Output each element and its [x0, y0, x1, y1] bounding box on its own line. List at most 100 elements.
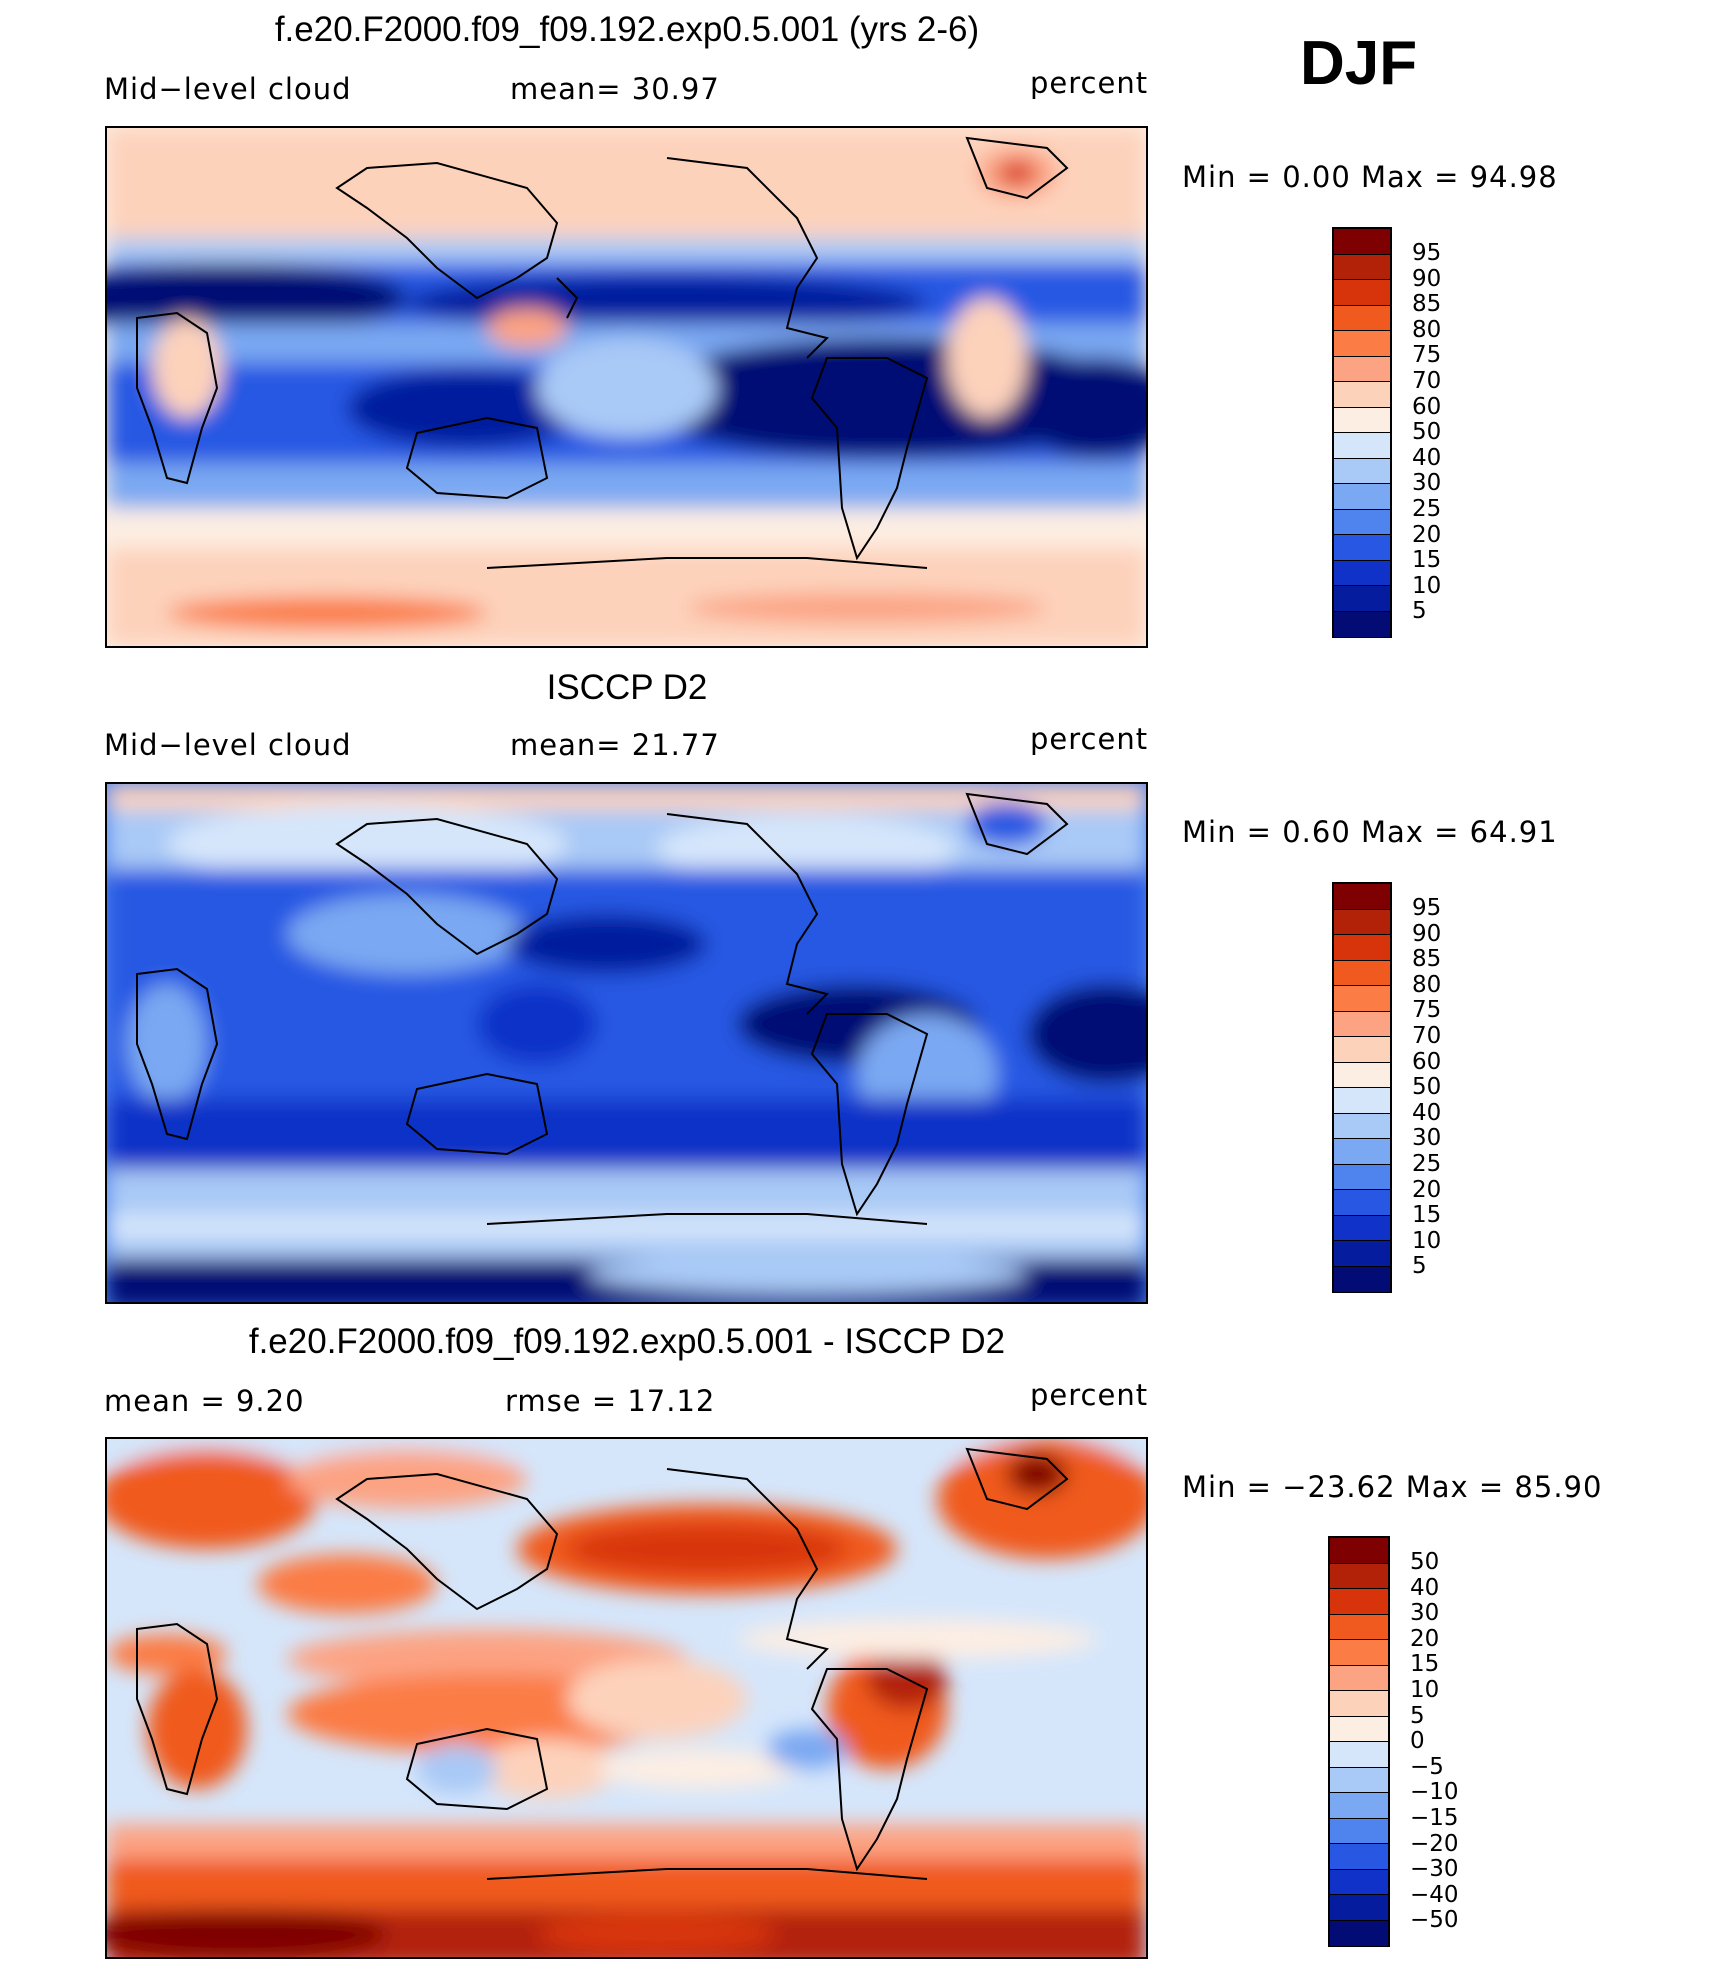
panel3-colorbar-tick: 40: [1410, 1575, 1440, 1601]
panel1-colorbar-box: [1334, 484, 1390, 510]
panel3-colorbar-tick: 0: [1410, 1728, 1425, 1754]
panel2-colorbar-tick: 90: [1412, 921, 1442, 947]
panel1-colorbar-tick: 40: [1412, 445, 1442, 471]
panel2-colorbar-box: [1334, 1011, 1390, 1037]
panel2-colorbar-box: [1334, 1088, 1390, 1114]
panel2-colorbar-box: [1334, 986, 1390, 1012]
panel2-colorbar-box: [1334, 1062, 1390, 1088]
panel1-units-label: percent: [1030, 66, 1149, 100]
panel3-colorbar-box: [1330, 1614, 1388, 1640]
panel3-colorbar: [1328, 1536, 1390, 1947]
panel3-colorbar-box: [1330, 1589, 1388, 1615]
panel1-title: f.e20.F2000.f09_f09.192.exp0.5.001 (yrs …: [274, 10, 980, 49]
panel2-colorbar-box: [1334, 1113, 1390, 1139]
panel2-colorbar-tick: 50: [1412, 1074, 1442, 1100]
panel3-colorbar-box: [1330, 1844, 1388, 1870]
panel2-title: ISCCP D2: [546, 668, 708, 707]
panel2-colorbar-tick: 25: [1412, 1151, 1442, 1177]
panel2-map: [105, 782, 1148, 1304]
panel1-colorbar-box: [1334, 458, 1390, 484]
panel3-colorbar-tick: −40: [1410, 1882, 1459, 1908]
panel3-colorbar-tick: 50: [1410, 1549, 1440, 1575]
panel2-colorbar-tick: 80: [1412, 972, 1442, 998]
panel2-colorbar-box: [1334, 1241, 1390, 1267]
panel1-map: [105, 126, 1148, 648]
panel1-colorbar-box: [1334, 382, 1390, 408]
panel1-colorbar-box: [1334, 331, 1390, 357]
panel1-colorbar-box: [1334, 560, 1390, 586]
panel1-colorbar-tick: 75: [1412, 342, 1442, 368]
panel2-minmax-label: Min = 0.60 Max = 64.91: [1182, 815, 1558, 849]
panel1-colorbar-box: [1334, 509, 1390, 535]
panel2-colorbar-tick: 5: [1412, 1253, 1427, 1279]
panel3-colorbar-box: [1330, 1818, 1388, 1844]
panel2-colorbar-tick: 30: [1412, 1125, 1442, 1151]
panel3-colorbar-box: [1330, 1869, 1388, 1895]
panel2-colorbar-box: [1334, 884, 1390, 910]
panel3-colorbar-tick: 15: [1410, 1651, 1440, 1677]
panel3-colorbar-tick: −30: [1410, 1856, 1459, 1882]
panel3-minmax-label: Min = −23.62 Max = 85.90: [1182, 1470, 1603, 1504]
panel1-coastlines: [136, 136, 1069, 569]
panel1-variable-label: Mid−level cloud: [104, 72, 352, 106]
panel2-colorbar-tick: 75: [1412, 997, 1442, 1023]
panel3-colorbar-box: [1330, 1742, 1388, 1768]
panel3-colorbar-tick: −50: [1410, 1907, 1459, 1933]
panel3-colorbar-box: [1330, 1665, 1388, 1691]
panel2-colorbar-box: [1334, 1139, 1390, 1165]
panel2-colorbar-box: [1334, 935, 1390, 961]
panel1-colorbar-tick: 90: [1412, 266, 1442, 292]
panel3-colorbar-box: [1330, 1538, 1388, 1564]
panel2-mean-label: mean= 21.77: [510, 728, 720, 762]
panel1-colorbar-box: [1334, 229, 1390, 255]
panel3-colorbar-tick: −20: [1410, 1831, 1459, 1857]
panel3-map-field: [107, 1439, 1146, 1957]
panel2-colorbar-box: [1334, 1164, 1390, 1190]
panel2-colorbar-box: [1334, 1215, 1390, 1241]
panel2-map-field: [107, 784, 1146, 1302]
panel2-colorbar-tick: 10: [1412, 1228, 1442, 1254]
panel1-colorbar-box: [1334, 407, 1390, 433]
panel3-colorbar-box: [1330, 1920, 1388, 1946]
panel3-colorbar-box: [1330, 1716, 1388, 1742]
panel3-title: f.e20.F2000.f09_f09.192.exp0.5.001 - ISC…: [248, 1322, 1006, 1361]
panel2-coastlines: [136, 792, 1069, 1225]
panel2-colorbar-box: [1334, 1266, 1390, 1292]
panel2-colorbar: [1332, 882, 1392, 1293]
panel1-colorbar-tick: 60: [1412, 394, 1442, 420]
panel1-colorbar-box: [1334, 356, 1390, 382]
panel3-colorbar-tick: −5: [1410, 1754, 1444, 1780]
panel1-colorbar-tick: 85: [1412, 291, 1442, 317]
panel3-colorbar-box: [1330, 1895, 1388, 1921]
panel2-colorbar-box: [1334, 1190, 1390, 1216]
season-label: DJF: [1300, 29, 1418, 98]
panel3-colorbar-tick: 20: [1410, 1626, 1440, 1652]
panel1-colorbar-box: [1334, 433, 1390, 459]
panel3-mean-label: mean = 9.20: [104, 1384, 305, 1418]
panel1-colorbar: [1332, 227, 1392, 638]
panel1-colorbar-tick: 20: [1412, 522, 1442, 548]
panel1-mean-label: mean= 30.97: [510, 72, 720, 106]
panel2-colorbar-tick: 15: [1412, 1202, 1442, 1228]
panel1-colorbar-tick: 50: [1412, 419, 1442, 445]
panel3-colorbar-box: [1330, 1563, 1388, 1589]
panel2-colorbar-box: [1334, 1037, 1390, 1063]
panel3-colorbar-box: [1330, 1767, 1388, 1793]
panel1-colorbar-tick: 5: [1412, 598, 1427, 624]
panel2-colorbar-tick: 60: [1412, 1049, 1442, 1075]
panel3-colorbar-box: [1330, 1691, 1388, 1717]
panel1-colorbar-box: [1334, 254, 1390, 280]
panel1-colorbar-box: [1334, 586, 1390, 612]
panel2-colorbar-tick: 20: [1412, 1177, 1442, 1203]
panel1-colorbar-box: [1334, 611, 1390, 637]
panel2-colorbar-tick: 85: [1412, 946, 1442, 972]
panel1-colorbar-tick: 95: [1412, 240, 1442, 266]
panel1-colorbar-box: [1334, 305, 1390, 331]
panel1-map-field: [107, 128, 1146, 646]
panel2-colorbar-box: [1334, 909, 1390, 935]
panel3-coastlines: [136, 1447, 1069, 1880]
panel2-units-label: percent: [1030, 722, 1149, 756]
panel3-colorbar-tick: 5: [1410, 1703, 1425, 1729]
panel3-colorbar-tick: −15: [1410, 1805, 1459, 1831]
panel2-colorbar-tick: 95: [1412, 895, 1442, 921]
